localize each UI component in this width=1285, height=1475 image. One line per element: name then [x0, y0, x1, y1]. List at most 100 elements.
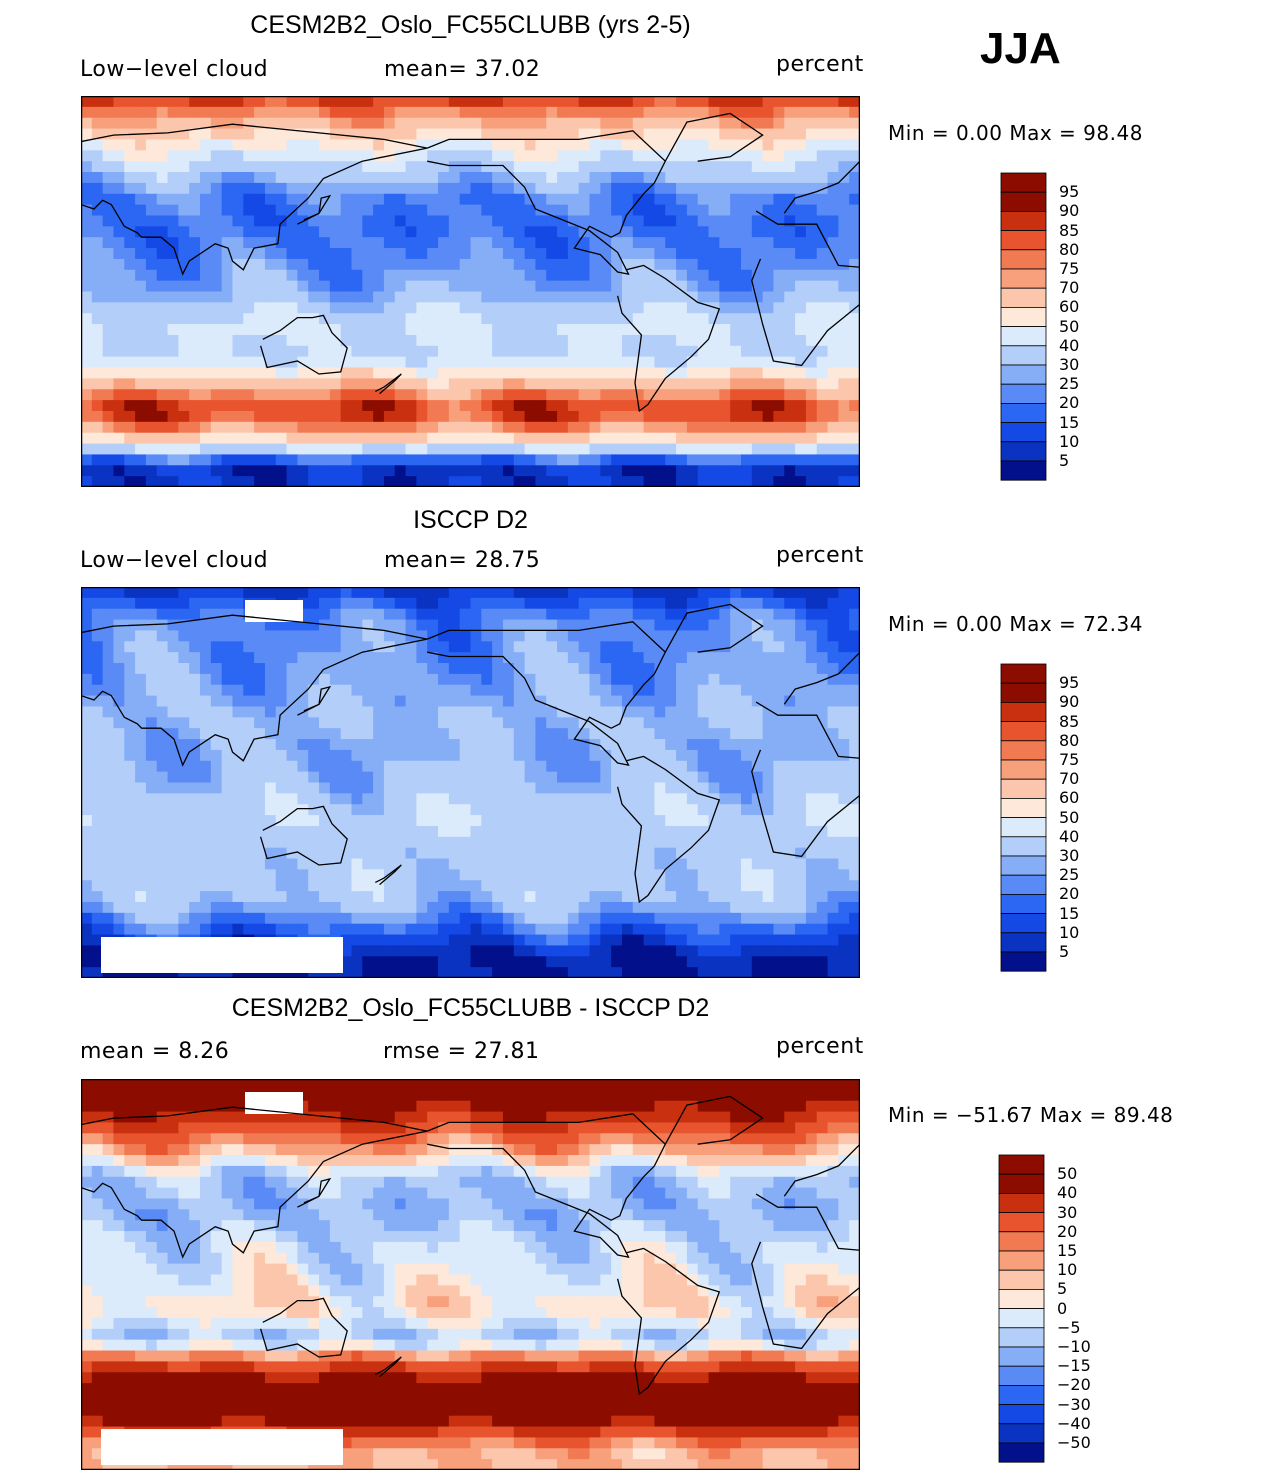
heatmap-cell: [275, 313, 288, 325]
heatmap-cell: [481, 749, 493, 762]
heatmap-cell: [91, 901, 104, 914]
heatmap-cell: [102, 728, 115, 740]
heatmap-cell: [784, 749, 796, 762]
heatmap-cell: [210, 891, 223, 903]
heatmap-cell: [600, 815, 612, 827]
heatmap-cell: [178, 454, 190, 466]
heatmap-cell: [686, 356, 699, 369]
heatmap-cell: [383, 226, 396, 238]
heatmap-cell: [849, 117, 860, 130]
heatmap-cell: [621, 923, 634, 936]
heatmap-cell: [611, 215, 623, 227]
heatmap-cell: [383, 237, 396, 249]
heatmap-cell: [232, 161, 244, 173]
heatmap-cell: [827, 161, 839, 173]
heatmap-cell: [654, 356, 666, 369]
heatmap-cell: [124, 673, 136, 686]
heatmap-cell: [557, 161, 569, 173]
heatmap-cell: [416, 619, 428, 632]
heatmap-cell: [730, 836, 742, 849]
heatmap-cell: [221, 836, 234, 849]
heatmap-cell: [513, 739, 526, 751]
heatmap-cell: [264, 836, 277, 849]
heatmap-cell: [308, 215, 320, 227]
heatmap-cell: [243, 302, 255, 314]
heatmap-cell: [524, 934, 537, 947]
heatmap-cell: [286, 619, 298, 632]
heatmap-cell: [589, 641, 601, 653]
heatmap-cell: [773, 771, 785, 784]
heatmap-cell: [827, 608, 839, 621]
heatmap-cell: [264, 880, 277, 892]
heatmap-cell: [654, 302, 666, 314]
heatmap-cell: [762, 706, 775, 718]
heatmap-cell: [751, 695, 764, 708]
heatmap-cell: [740, 476, 753, 487]
heatmap-cell: [308, 400, 320, 412]
heatmap-cell: [438, 880, 450, 892]
heatmap-cell: [448, 465, 461, 477]
heatmap-cell: [145, 128, 158, 141]
heatmap-cell: [643, 891, 656, 903]
heatmap-cell: [784, 836, 796, 849]
heatmap-cell: [502, 106, 515, 119]
heatmap-cell: [600, 280, 612, 293]
heatmap-cell: [102, 619, 115, 632]
heatmap-cell: [632, 334, 645, 347]
heatmap-cell: [762, 673, 775, 686]
heatmap-cell: [827, 717, 839, 729]
heatmap-cell: [697, 248, 710, 260]
heatmap-cell: [351, 619, 363, 632]
heatmap-cell: [232, 793, 244, 805]
heatmap-cell: [795, 901, 807, 914]
heatmap-cell: [286, 378, 298, 390]
heatmap-cell: [351, 880, 363, 892]
heatmap-cell: [849, 771, 860, 784]
heatmap-cell: [740, 717, 753, 729]
heatmap-cell: [600, 923, 612, 936]
heatmap-cell: [827, 923, 839, 936]
colorbar-swatch: [1000, 345, 1047, 366]
heatmap-cell: [167, 619, 179, 632]
heatmap-cell: [513, 608, 526, 621]
heatmap-cell: [416, 847, 428, 860]
heatmap-cell: [686, 728, 699, 740]
heatmap-cell: [329, 172, 342, 184]
heatmap-cell: [286, 465, 298, 477]
heatmap-cell: [654, 739, 666, 751]
heatmap-cell: [784, 237, 796, 249]
heatmap-cell: [362, 619, 374, 632]
heatmap-cell: [221, 869, 234, 881]
heatmap-cell: [405, 825, 417, 838]
heatmap-cell: [178, 302, 190, 314]
heatmap-cell: [91, 771, 104, 784]
heatmap-cell: [751, 739, 764, 751]
heatmap-cell: [535, 934, 547, 947]
heatmap-cell: [135, 378, 147, 390]
heatmap-cell: [221, 771, 234, 784]
heatmap-cell: [459, 345, 472, 358]
heatmap-cell: [448, 815, 461, 827]
heatmap-cell: [643, 587, 656, 599]
heatmap-cell: [578, 782, 591, 794]
heatmap-cell: [481, 652, 493, 664]
heatmap-cell: [221, 291, 234, 303]
heatmap-cell: [189, 324, 201, 336]
heatmap-cell: [340, 204, 353, 217]
heatmap-cell: [632, 128, 645, 141]
panel-1-units-label: percent: [776, 52, 864, 77]
heatmap-cell: [427, 695, 439, 708]
heatmap-cell: [124, 258, 136, 271]
heatmap-cell: [232, 324, 244, 336]
heatmap-cell: [243, 139, 255, 151]
heatmap-cell: [643, 291, 656, 303]
heatmap-cell: [654, 410, 666, 423]
heatmap-cell: [145, 465, 158, 477]
heatmap-cell: [849, 749, 860, 762]
heatmap-cell: [795, 673, 807, 686]
heatmap-cell: [178, 663, 190, 675]
heatmap-cell: [156, 291, 169, 303]
heatmap-cell: [481, 717, 493, 729]
heatmap-cell: [124, 923, 136, 936]
heatmap-cell: [427, 324, 439, 336]
